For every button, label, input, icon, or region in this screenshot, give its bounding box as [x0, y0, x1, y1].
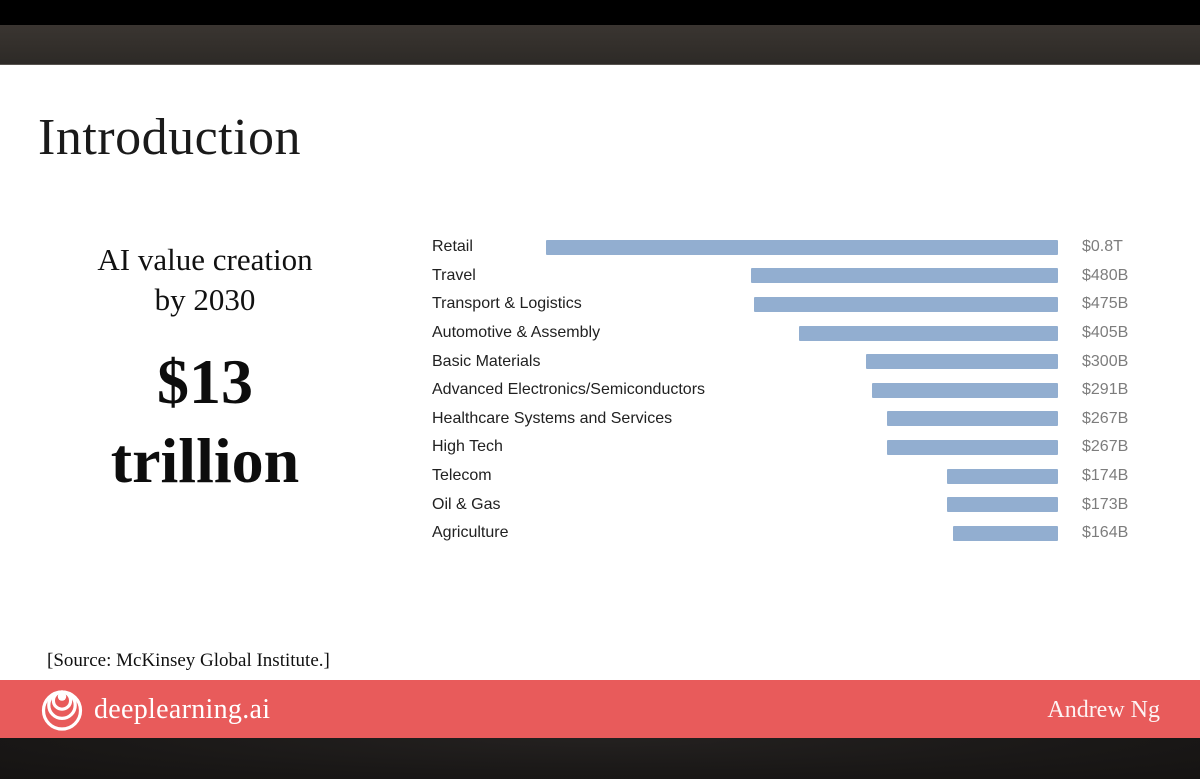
- chart-row: Travel $480B: [432, 262, 1152, 291]
- footer-brand-bar: [0, 680, 1200, 738]
- chart-category-label: Automotive & Assembly: [432, 324, 601, 342]
- chart-bar: [887, 439, 1058, 455]
- chart-category-label: Transport & Logistics: [432, 295, 582, 313]
- chart-bar: [953, 525, 1058, 541]
- chart-bar: [872, 382, 1058, 398]
- deeplearning-ai-logo-icon: [41, 690, 83, 731]
- video-letterbox-bottom: [0, 738, 1200, 779]
- chart-bar: [866, 354, 1058, 370]
- chart-value-label: $267B: [1082, 409, 1129, 427]
- chart-value-label: $174B: [1082, 467, 1129, 485]
- chart-value-label: $300B: [1082, 352, 1129, 370]
- chart-bar: [947, 497, 1058, 513]
- figure-line-1: $13: [157, 346, 253, 417]
- chart-value-label: $291B: [1082, 381, 1129, 399]
- chart-row: Advanced Electronics/Semiconductors $291B: [432, 376, 1152, 405]
- chart-category-label: Healthcare Systems and Services: [432, 409, 673, 427]
- chart-row: Agriculture $164B: [432, 519, 1152, 548]
- source-note: [Source: McKinsey Global Institute.]: [47, 650, 330, 671]
- chart-category-label: Travel: [432, 266, 476, 284]
- brand-name: deeplearning.ai: [94, 694, 271, 725]
- chart-row: Healthcare Systems and Services $267B: [432, 405, 1152, 434]
- chart-value-label: $267B: [1082, 438, 1129, 456]
- chart-bar: [887, 411, 1058, 427]
- chart-value-label: $405B: [1082, 324, 1129, 342]
- chart-value-label: $164B: [1082, 524, 1129, 542]
- chart-category-label: Telecom: [432, 467, 492, 485]
- figure-line-2: trillion: [110, 425, 300, 496]
- author-name: Andrew Ng: [1047, 697, 1160, 723]
- chart-bar: [754, 296, 1058, 312]
- slide-title: Introduction: [38, 109, 302, 166]
- bar-chart: Retail $0.8T Travel $480B Transport & Logist…: [432, 233, 1152, 548]
- chart-row: Basic Materials $300B: [432, 347, 1152, 376]
- chart-bar: [947, 468, 1058, 484]
- chart-row: Telecom $174B: [432, 462, 1152, 491]
- chart-category-label: Agriculture: [432, 524, 509, 542]
- chart-row: Oil & Gas $173B: [432, 490, 1152, 519]
- chart-row: High Tech $267B: [432, 433, 1152, 462]
- video-letterbox-top: [0, 0, 1200, 25]
- chart-bar: [751, 268, 1058, 284]
- chart-category-label: Retail: [432, 238, 473, 256]
- chart-category-label: High Tech: [432, 438, 503, 456]
- chart-value-label: $480B: [1082, 266, 1129, 284]
- chart-value-label: $0.8T: [1082, 238, 1123, 256]
- chart-bar: [546, 239, 1058, 255]
- window-chrome-bar: [0, 25, 1200, 65]
- chart-row: Transport & Logistics $475B: [432, 290, 1152, 319]
- chart-row: Automotive & Assembly $405B: [432, 319, 1152, 348]
- chart-value-label: $475B: [1082, 295, 1129, 313]
- chart-value-label: $173B: [1082, 495, 1129, 513]
- headline-figure: $13 trillion: [40, 342, 370, 500]
- headline-block: AI value creation by 2030 $13 trillion: [40, 240, 370, 500]
- chart-category-label: Basic Materials: [432, 352, 541, 370]
- chart-bar: [799, 325, 1058, 341]
- chart-category-label: Advanced Electronics/Semiconductors: [432, 381, 706, 399]
- chart-row: Retail $0.8T: [432, 233, 1152, 262]
- caption-line-1: AI value creation: [97, 242, 313, 277]
- chart-category-label: Oil & Gas: [432, 495, 501, 513]
- caption-line-2: by 2030: [154, 282, 256, 317]
